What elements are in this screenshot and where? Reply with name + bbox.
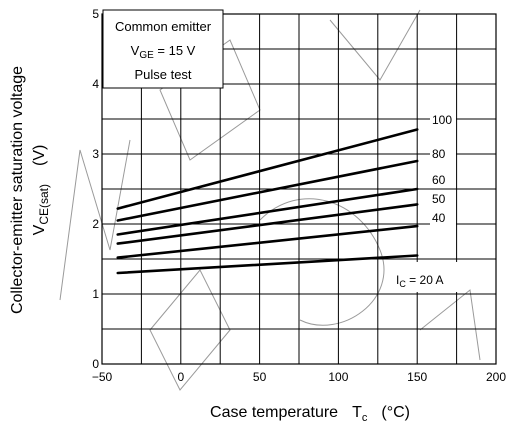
y-tick-labels: 0 1 2 3 4 5	[92, 7, 99, 371]
curve-label: 60	[432, 173, 446, 187]
ic-label: IC = 20 A	[396, 273, 444, 289]
series-line	[116, 254, 419, 275]
y-tick-label: 4	[92, 77, 99, 91]
y-tick-label: 2	[92, 217, 99, 231]
curve-label-bg	[430, 210, 456, 225]
x-tick-label: −50	[92, 370, 113, 384]
y-tick-label: 3	[92, 147, 99, 161]
series-line	[116, 203, 419, 245]
y-tick-label: 1	[92, 287, 99, 301]
curve-label-bg	[430, 112, 456, 127]
curve-labels: 100 80 60 50 40	[430, 112, 456, 225]
x-tick-label: 100	[328, 370, 348, 384]
curve-label: 80	[432, 147, 446, 161]
series-line	[116, 159, 419, 222]
condition-vge: VGE = 15 V	[131, 43, 196, 61]
x-tick-label: 0	[177, 370, 184, 384]
ic-label-box: IC = 20 A	[394, 262, 464, 292]
x-tick-label: 150	[407, 370, 427, 384]
curve-label: 50	[432, 192, 446, 206]
y-axis-symbol: VCE(sat)(V)	[31, 145, 51, 236]
plot-frame	[101, 13, 497, 365]
y-tick-label: 5	[92, 7, 99, 21]
y-axis-title: Collector-emitter saturation voltage	[9, 66, 26, 314]
series-line	[116, 224, 419, 259]
series-group	[116, 128, 419, 275]
x-tick-labels: −50 0 50 100 150 200	[92, 370, 507, 384]
series-line	[116, 187, 419, 236]
condition-common-emitter: Common emitter	[115, 19, 212, 34]
condition-pulse-test: Pulse test	[134, 67, 191, 82]
conditions-box: Common emitter VGE = 15 V Pulse test	[102, 9, 224, 89]
curve-label: 100	[432, 113, 452, 127]
x-tick-label: 50	[253, 370, 267, 384]
curve-label-bg	[430, 191, 456, 206]
curve-label-bg	[430, 172, 456, 187]
x-axis-title: Case temperature Tc (°C)	[210, 404, 410, 424]
series-line	[116, 128, 419, 210]
curve-label: 40	[432, 211, 446, 225]
curve-label-bg	[430, 146, 456, 161]
x-tick-label: 200	[486, 370, 506, 384]
y-tick-label: 0	[92, 357, 99, 371]
